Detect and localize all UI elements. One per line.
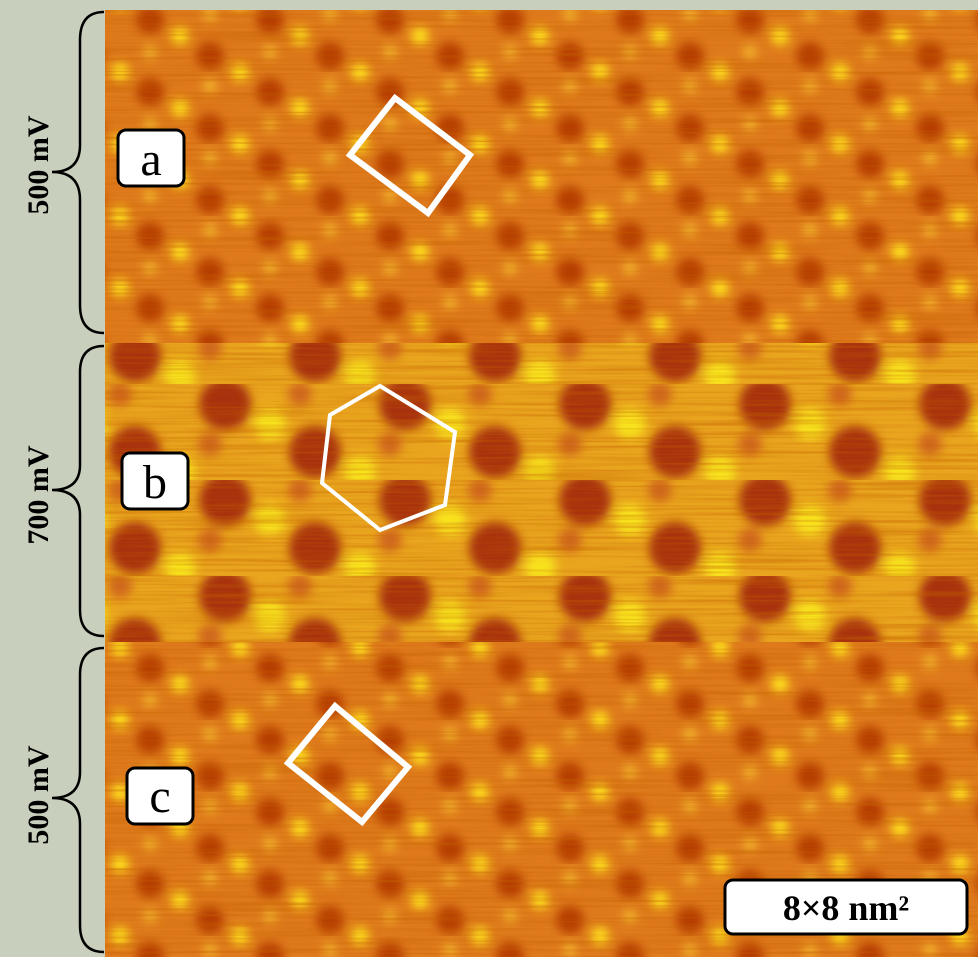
page: 500 mV 700 mV 500 mV a b c 8×8 nm² (() =… <box>0 0 978 957</box>
stm-panel-a <box>105 10 978 343</box>
brace <box>52 346 104 636</box>
stm-panel-b <box>105 343 978 642</box>
panel-label: a <box>140 133 161 186</box>
voltage-label: 500 mV <box>22 115 55 214</box>
panel-label: b <box>143 456 167 509</box>
brace <box>52 12 104 333</box>
voltage-label: 500 mV <box>22 745 55 844</box>
voltage-label: 700 mV <box>22 445 55 544</box>
panel-label: c <box>149 770 170 823</box>
brace <box>52 648 104 952</box>
scan-noise <box>105 343 978 642</box>
figure: 500 mV 700 mV 500 mV a b c 8×8 nm² <box>0 0 978 957</box>
scale-label: 8×8 nm² <box>783 888 909 928</box>
scan-noise <box>105 10 978 343</box>
